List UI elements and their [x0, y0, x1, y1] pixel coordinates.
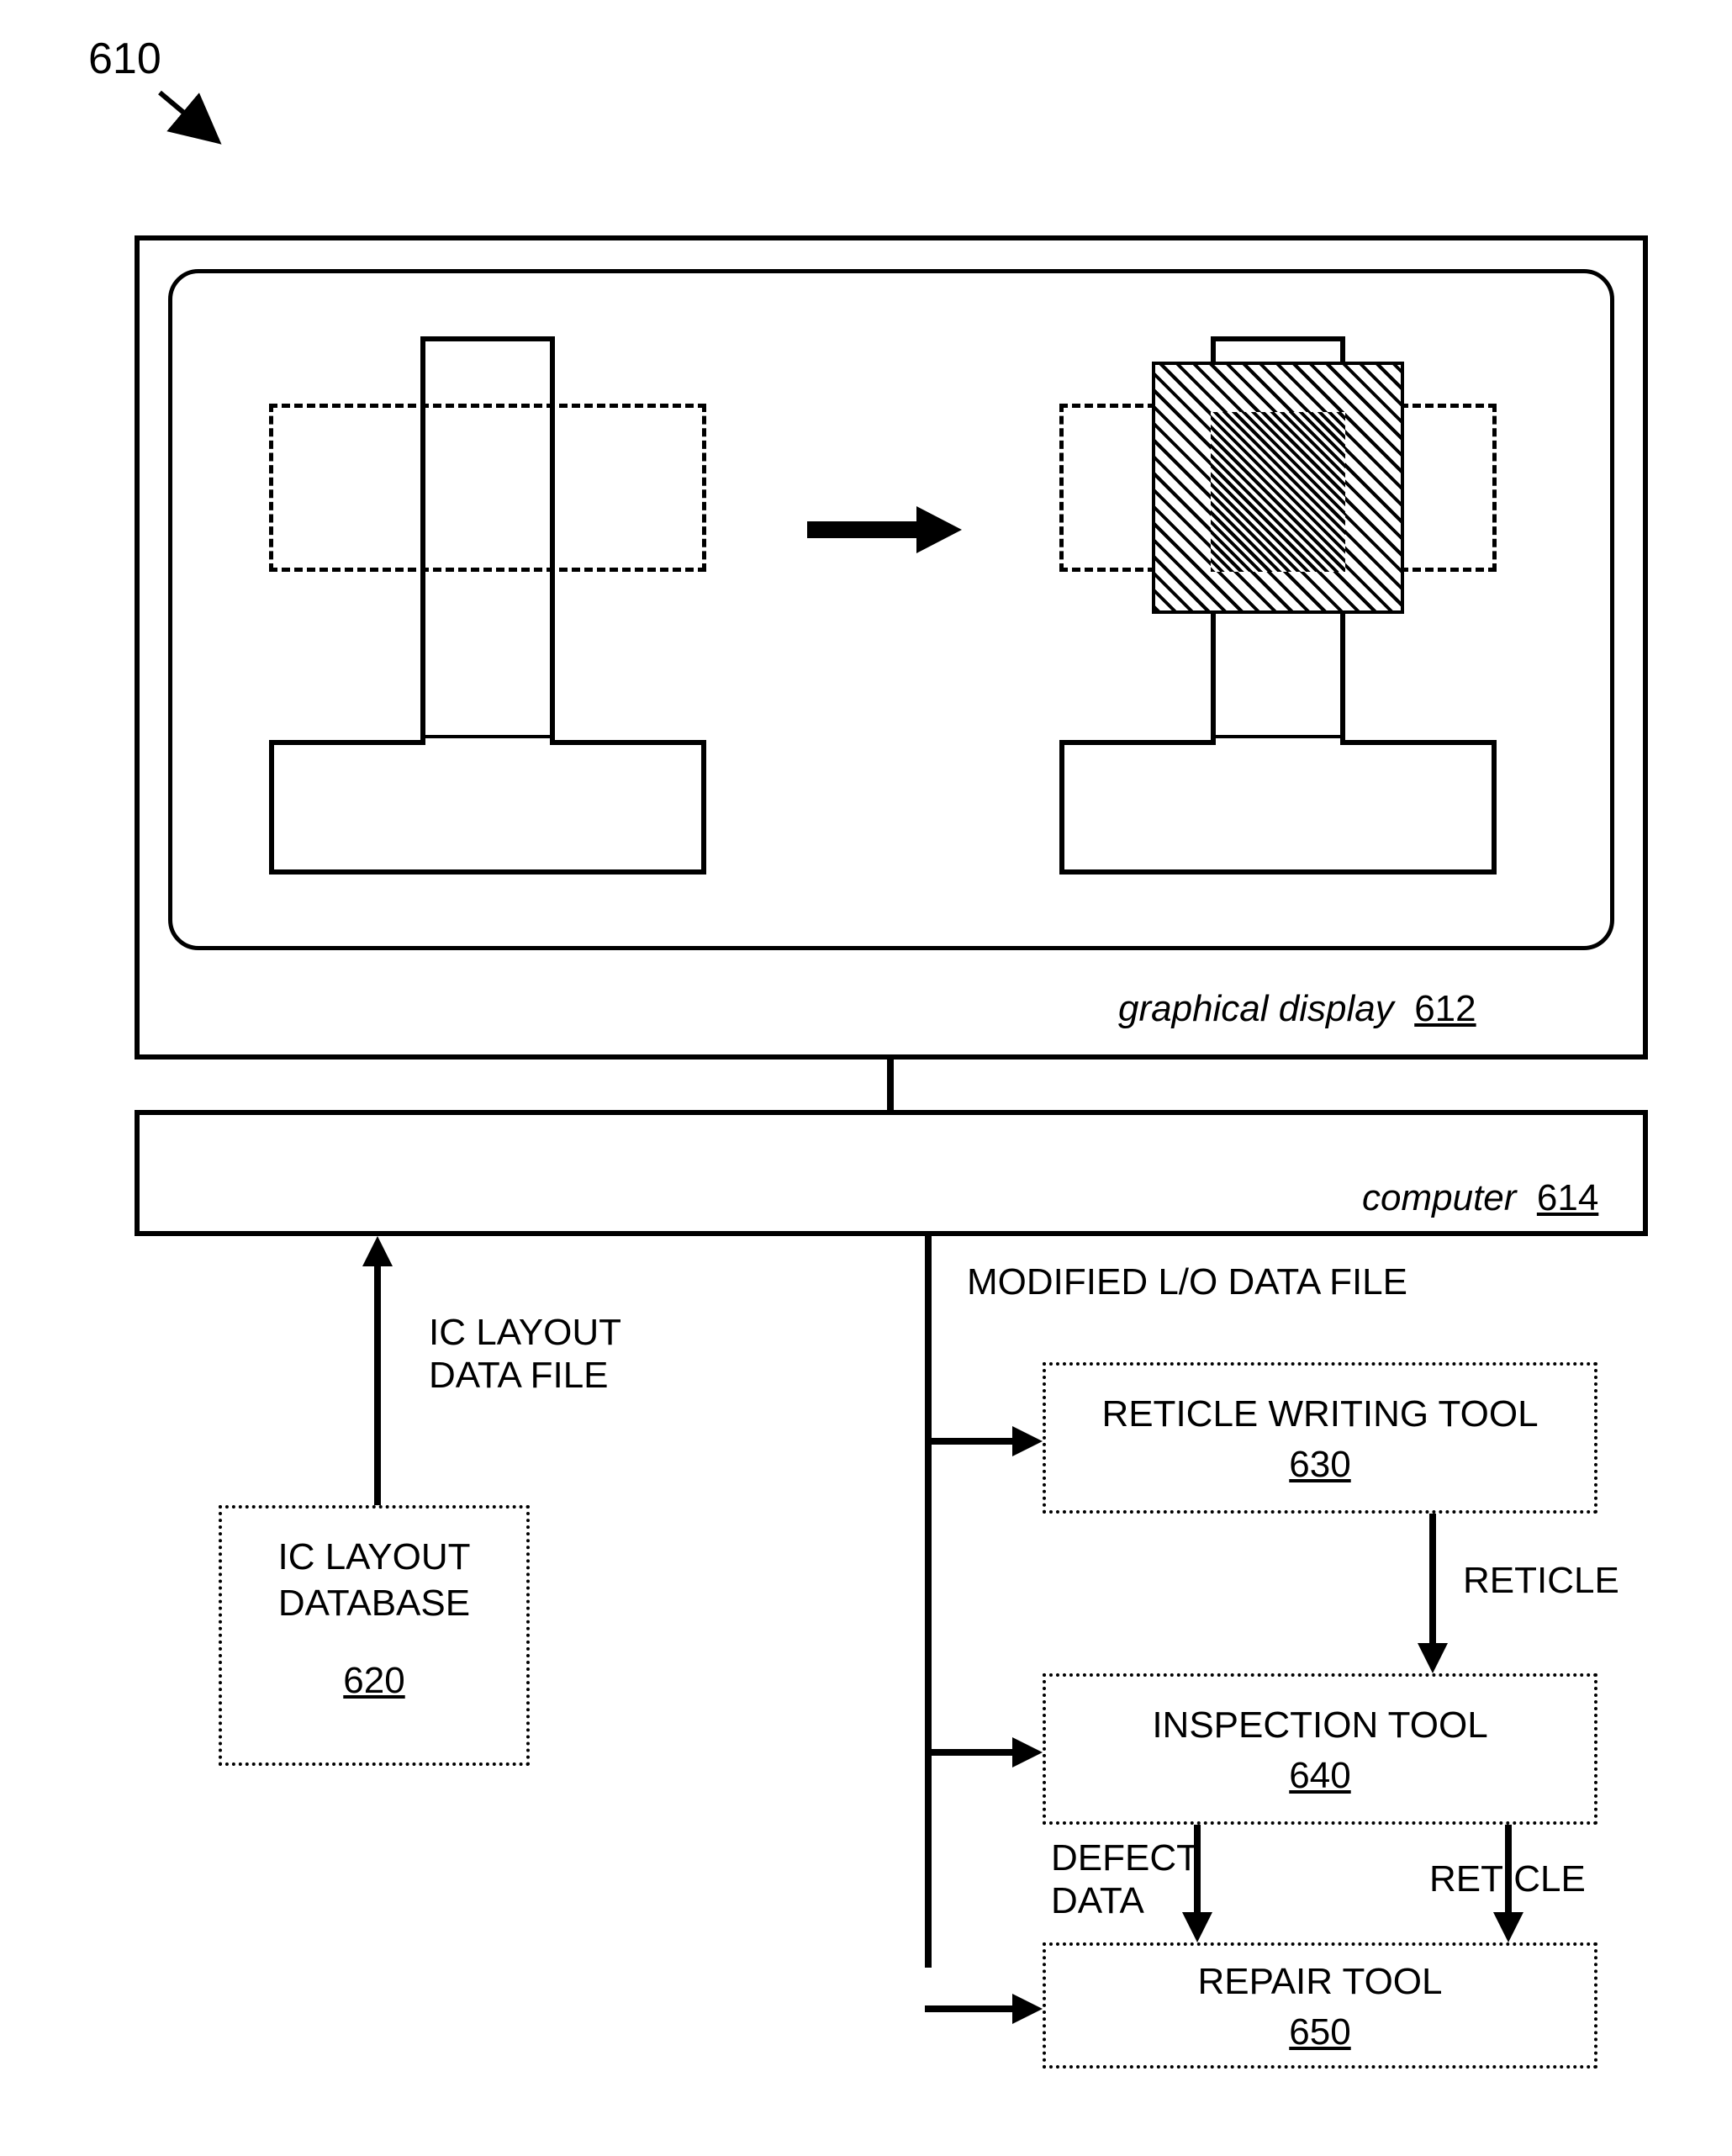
computer-label: computer 614 — [1362, 1177, 1598, 1219]
ic-layout-database: IC LAYOUTDATABASE620 — [219, 1505, 530, 1766]
inspection-tool: INSPECTION TOOL640 — [1043, 1673, 1597, 1825]
reticle-label-2: RETICLE — [1429, 1858, 1586, 1901]
display-label: graphical display 612 — [1118, 988, 1476, 1030]
reticle-label-1: RETICLE — [1463, 1560, 1619, 1603]
modified-lo-label: MODIFIED L/O DATA FILE — [967, 1261, 1407, 1304]
reticle-writing-tool: RETICLE WRITING TOOL630 — [1043, 1362, 1597, 1514]
repair-tool: REPAIR TOOL650 — [1043, 1942, 1597, 2069]
defect-data-label: DEFECTDATA — [1051, 1837, 1199, 1922]
ic-layout-data-file-label: IC LAYOUTDATA FILE — [429, 1312, 621, 1397]
